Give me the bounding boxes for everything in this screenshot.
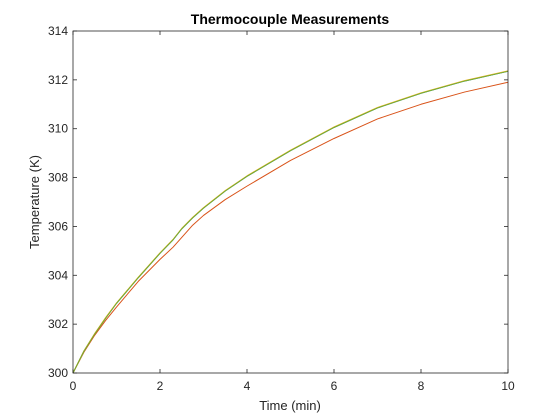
y-tick-label-6: 310 (48, 122, 68, 136)
y-tick-label-3: 304 (48, 268, 68, 282)
y-tick-label-4: 306 (48, 219, 68, 233)
ticks-layer: 0 2 4 6 8 10 300 302 304 306 308 310 312 314 (48, 24, 515, 393)
x-tick-label-4: 6 (331, 379, 338, 393)
chart-title: Thermocouple Measurements (191, 11, 390, 27)
x-axis-label: Time (min) (259, 398, 321, 413)
plot-area: 0 2 4 6 8 10 300 302 304 306 308 310 312 314 (48, 24, 515, 393)
series-line-2 (72, 81, 509, 374)
x-tick-label-2: 2 (157, 379, 164, 393)
x-tick-label-3: 4 (244, 379, 251, 393)
plot-background (73, 31, 508, 373)
series-line-4 (72, 70, 509, 374)
plot-box (72, 30, 509, 374)
y-tick-label-1: 300 (48, 366, 68, 380)
y-tick-label-2: 302 (48, 317, 68, 331)
x-tick-label-6: 10 (501, 379, 515, 393)
series-layer (72, 70, 509, 374)
y-tick-label-7: 312 (48, 73, 68, 87)
y-tick-label-8: 314 (48, 24, 68, 38)
y-tick-label-5: 308 (48, 171, 68, 185)
x-tick-label-5: 8 (418, 379, 425, 393)
y-axis-label: Temperature (K) (27, 155, 42, 249)
x-tick-label-1: 0 (70, 379, 77, 393)
